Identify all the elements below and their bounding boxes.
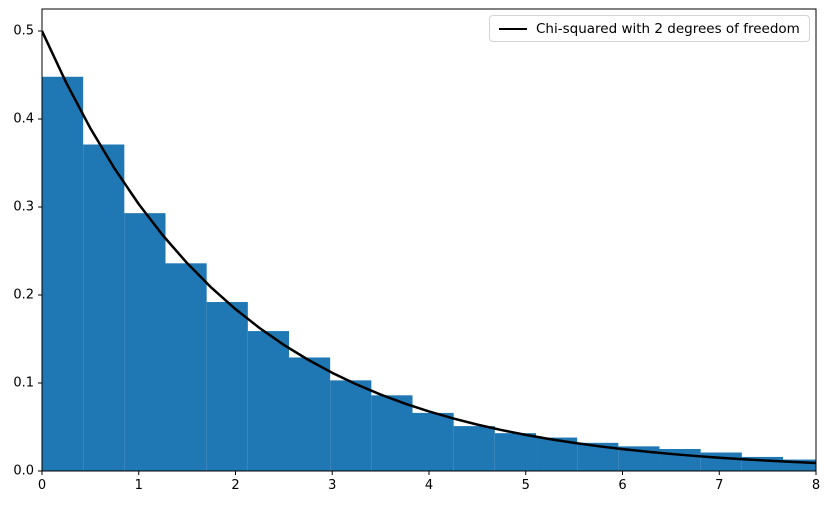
x-tick-label: 0 <box>37 478 47 493</box>
histogram-bar <box>494 433 537 471</box>
histogram-bar <box>206 302 248 471</box>
histogram-bar <box>412 412 454 471</box>
x-tick-label: 3 <box>328 478 337 493</box>
y-tick-label: 0.4 <box>13 111 34 127</box>
y-tick-label: 0.3 <box>13 199 34 215</box>
x-tick-label: 7 <box>715 478 724 493</box>
x-tick-label: 2 <box>231 478 240 493</box>
histogram-bar <box>330 380 372 471</box>
histogram-bar <box>453 426 495 471</box>
histogram-bar <box>371 395 413 471</box>
histogram-bar <box>83 144 125 471</box>
histogram-bar <box>124 213 166 471</box>
x-tick-label: 6 <box>618 478 627 493</box>
legend: Chi-squared with 2 degrees of freedom <box>489 15 810 42</box>
axes-spines <box>41 8 817 472</box>
y-tick-label: 0.0 <box>13 463 34 479</box>
y-tick-label: 0.2 <box>13 287 34 303</box>
histogram-bar <box>700 452 742 471</box>
x-tick-label: 5 <box>521 478 530 493</box>
x-tick-label: 1 <box>134 478 143 493</box>
y-tick-label: 0.5 <box>13 23 34 39</box>
histogram-bar <box>247 331 290 471</box>
histogram-bar <box>42 76 84 471</box>
legend-line-sample-icon <box>499 27 527 30</box>
histogram-bar <box>289 357 331 471</box>
x-tick-label: 8 <box>811 478 821 493</box>
density-curve-group <box>42 30 816 465</box>
histogram-bar <box>165 263 207 471</box>
histogram-bars-group <box>42 76 816 471</box>
histogram-bar <box>783 459 816 471</box>
density-curve <box>42 30 816 465</box>
y-tick-label: 0.1 <box>13 375 34 391</box>
legend-entry-label: Chi-squared with 2 degrees of freedom <box>536 20 800 37</box>
axis-ticks-group <box>38 30 817 475</box>
x-tick-label: 4 <box>424 478 434 493</box>
